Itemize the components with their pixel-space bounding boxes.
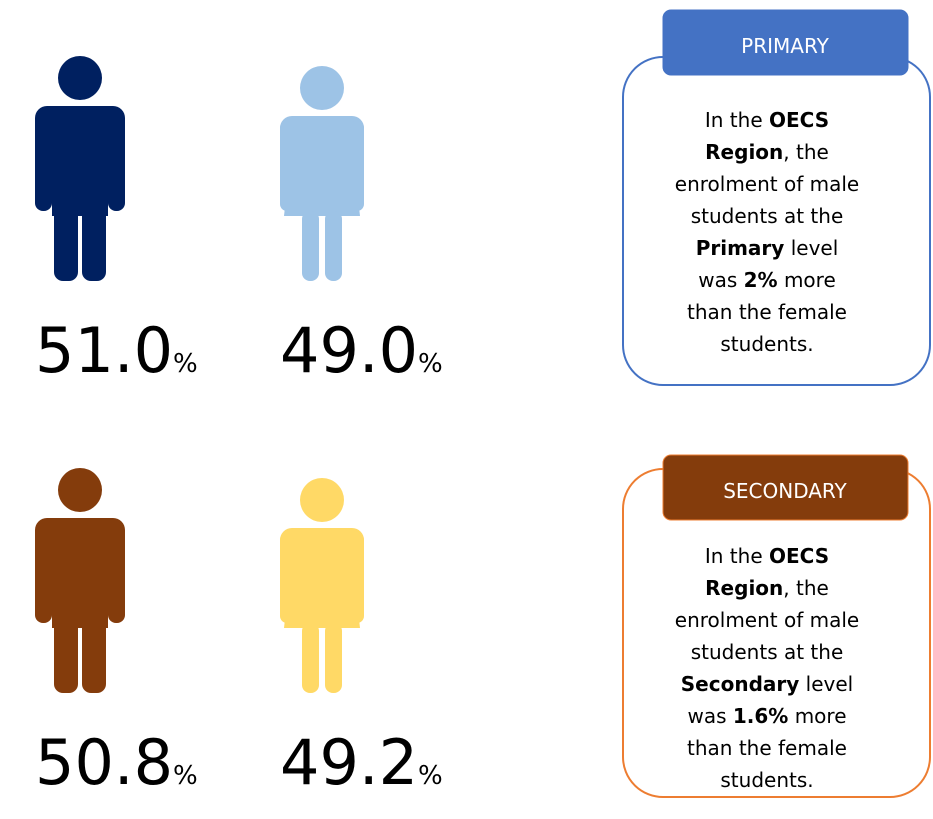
arm — [35, 528, 52, 623]
torso — [52, 116, 108, 216]
callout-text: Primary — [696, 236, 785, 260]
dress — [284, 538, 360, 628]
callout-text: , the — [783, 576, 829, 600]
percentage: 50.8% — [35, 726, 198, 799]
callout-line: than the female — [687, 736, 847, 760]
percentage: 49.2% — [280, 726, 443, 799]
callout-text: was — [698, 268, 743, 292]
callout-text: students at the — [691, 640, 844, 664]
percent-value: 51.0 — [35, 314, 173, 387]
callout-text: more — [778, 268, 836, 292]
callout-line: In the OECS — [705, 544, 829, 568]
callout-tab — [662, 454, 909, 521]
percent-unit: % — [173, 349, 198, 379]
head — [58, 468, 102, 512]
callout-text: Secondary — [681, 672, 800, 696]
callout-text: than the female — [687, 736, 847, 760]
leg — [54, 201, 78, 281]
callout-text: than the female — [687, 300, 847, 324]
callout-line: was 1.6% more — [687, 704, 846, 728]
leg — [54, 613, 78, 693]
callout-text: students. — [720, 332, 813, 356]
head — [300, 66, 344, 110]
dress — [284, 126, 360, 216]
callout-tab — [662, 9, 909, 76]
leg — [82, 201, 106, 281]
callout-text: 1.6% — [733, 704, 788, 728]
callout-line: students. — [720, 768, 813, 792]
percentage: 49.0% — [280, 314, 443, 387]
percent-unit: % — [418, 761, 443, 791]
callout-text: level — [799, 672, 853, 696]
callout-text: In the — [705, 544, 769, 568]
percent-unit: % — [418, 349, 443, 379]
callout-line: than the female — [687, 300, 847, 324]
leg — [302, 211, 319, 281]
percent-value: 49.2 — [280, 726, 418, 799]
percent-unit: % — [173, 761, 198, 791]
callout-text: enrolment of male — [675, 172, 859, 196]
callout-line: was 2% more — [698, 268, 836, 292]
callout-text: more — [788, 704, 846, 728]
leg — [302, 623, 319, 693]
callout-line: students at the — [691, 640, 844, 664]
callout-line: students at the — [691, 204, 844, 228]
callout-label: SECONDARY — [723, 479, 847, 503]
leg — [82, 613, 106, 693]
callout-text: was — [687, 704, 732, 728]
percent-value: 50.8 — [35, 726, 173, 799]
percent-value: 49.0 — [280, 314, 418, 387]
callout-text: students. — [720, 768, 813, 792]
callout-text: 2% — [744, 268, 778, 292]
callout-text: , the — [783, 140, 829, 164]
callout-text: OECS — [769, 108, 829, 132]
callout-line: Primary level — [696, 236, 839, 260]
percentage: 51.0% — [35, 314, 198, 387]
callout-text: In the — [705, 108, 769, 132]
arm — [35, 116, 52, 211]
callout-line: Secondary level — [681, 672, 853, 696]
callout-line: Region, the — [705, 576, 829, 600]
callout-line: Region, the — [705, 140, 829, 164]
head — [58, 56, 102, 100]
head — [300, 478, 344, 522]
callout-text: Region — [705, 140, 783, 164]
leg — [325, 623, 342, 693]
callout-line: In the OECS — [705, 108, 829, 132]
callout-line: enrolment of male — [675, 608, 859, 632]
arm — [108, 116, 125, 211]
callout-text: Region — [705, 576, 783, 600]
callout-text: level — [784, 236, 838, 260]
callout-label: PRIMARY — [741, 34, 829, 58]
callout-line: students. — [720, 332, 813, 356]
callout-text: enrolment of male — [675, 608, 859, 632]
callout-text: OECS — [769, 544, 829, 568]
torso — [52, 528, 108, 628]
arm — [108, 528, 125, 623]
callout-line: enrolment of male — [675, 172, 859, 196]
callout-text: students at the — [691, 204, 844, 228]
leg — [325, 211, 342, 281]
